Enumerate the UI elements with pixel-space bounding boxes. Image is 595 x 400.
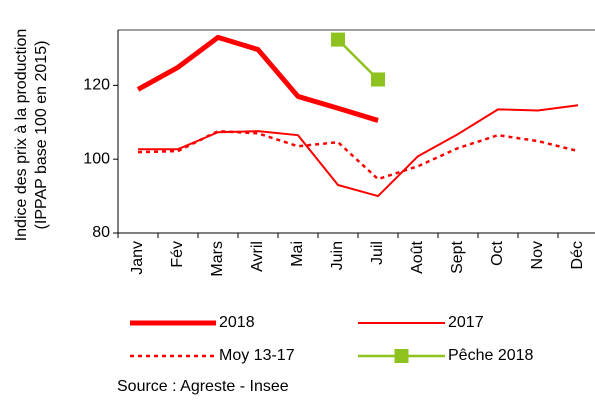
legend-label: Pêche 2018 — [448, 347, 534, 364]
x-tick-label: Oct — [489, 240, 506, 265]
series-line — [137, 129, 579, 181]
series-line — [138, 104, 579, 198]
x-tick-label: Nov — [529, 241, 546, 269]
y-tick-label: 100 — [83, 150, 110, 167]
x-tick-label: Juil — [369, 241, 386, 265]
legend-marker — [394, 349, 409, 363]
source: Source : Agreste - Insee — [117, 378, 289, 395]
series-line — [136, 34, 379, 123]
y-axis-label: Indice des prix à la production — [13, 29, 30, 242]
point-marker — [331, 32, 345, 47]
x-tick-label: Juin — [329, 241, 346, 270]
x-tick-label: Janv — [129, 241, 146, 275]
point-marker — [371, 72, 385, 87]
x-tick-label: Fév — [169, 241, 186, 268]
x-tick-label: Déc — [569, 241, 586, 269]
x-tick-label: Sept — [449, 240, 466, 273]
x-tick-label: Mars — [209, 241, 226, 277]
y-tick-label: 80 — [92, 224, 110, 241]
x-tick-label: Avril — [249, 241, 266, 272]
legend-label: 2018 — [219, 314, 255, 331]
y-axis-label: (IPPAP base 100 en 2015) — [33, 41, 50, 230]
legend-label: 2017 — [448, 314, 484, 331]
y-tick-label: 120 — [83, 77, 110, 94]
x-tick-label: Mai — [289, 241, 306, 267]
x-tick-label: Août — [409, 240, 426, 273]
legend-label: Moy 13-17 — [219, 347, 295, 364]
